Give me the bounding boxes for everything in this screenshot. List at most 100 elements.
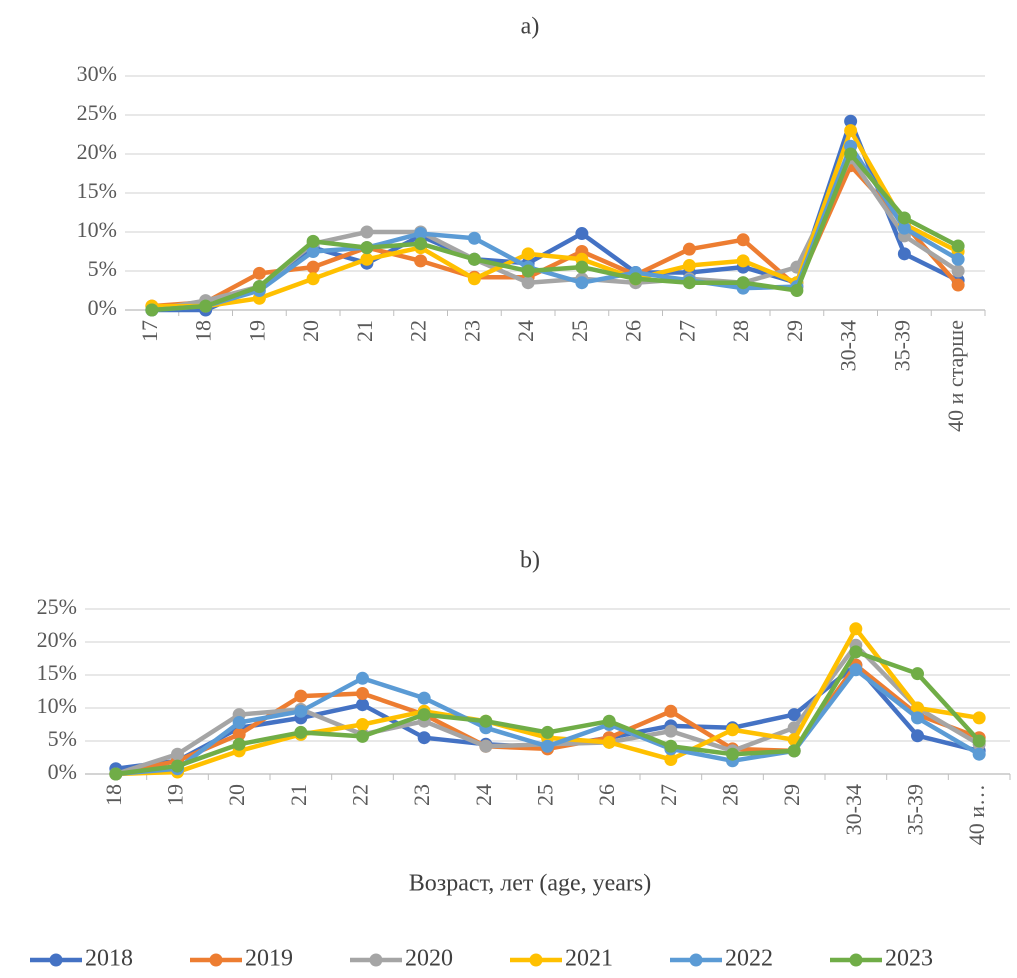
x-tick-label: 21 (352, 320, 377, 342)
point (356, 671, 369, 685)
y-tick-label: 20% (37, 627, 77, 652)
point (521, 276, 535, 290)
point (479, 714, 493, 728)
point (849, 663, 863, 677)
point (972, 734, 986, 748)
point (467, 272, 481, 286)
x-tick-label: 25 (567, 320, 592, 342)
legend-marker (49, 953, 63, 967)
point (467, 231, 481, 245)
point (467, 252, 481, 266)
point (602, 735, 616, 749)
x-tick-label: 27 (656, 784, 681, 806)
point (360, 241, 374, 255)
y-tick-label: 10% (77, 217, 117, 242)
point (356, 698, 369, 712)
point (951, 278, 965, 292)
point (171, 759, 184, 773)
x-axis-label: Возраст, лет (age, years) (409, 871, 652, 897)
series-line (151, 128, 960, 309)
point (736, 254, 750, 268)
point (232, 716, 246, 730)
series-line (151, 151, 960, 313)
legend-label: 2022 (725, 946, 773, 972)
point (199, 299, 213, 313)
point (911, 701, 924, 715)
point (664, 704, 678, 718)
point (664, 739, 678, 753)
point (417, 708, 431, 722)
point (417, 731, 431, 745)
x-tick-label: 40 и старше (943, 320, 968, 432)
legend-marker (529, 953, 543, 967)
point (897, 247, 911, 261)
point (360, 252, 374, 266)
x-tick-label: 19 (163, 784, 188, 806)
legend-marker (369, 953, 383, 967)
point (664, 752, 678, 766)
point (897, 221, 911, 235)
point (726, 747, 739, 761)
x-tick-label: 35-39 (903, 784, 928, 835)
y-tick-label: 15% (77, 178, 117, 203)
point (849, 622, 863, 636)
point (414, 227, 428, 241)
point (726, 723, 739, 737)
x-tick-label: 22 (406, 320, 431, 342)
x-tick-label: 29 (779, 784, 804, 806)
point (414, 254, 428, 268)
x-tick-label: 26 (621, 320, 646, 342)
point (356, 718, 369, 731)
point (844, 124, 858, 138)
point (294, 689, 308, 703)
point (541, 739, 554, 753)
x-tick-label: 22 (348, 784, 373, 806)
point (360, 225, 374, 239)
point (171, 747, 184, 761)
x-tick-label: 21 (286, 784, 311, 806)
point (951, 264, 965, 278)
point (145, 303, 159, 317)
point (306, 272, 320, 286)
legend-marker (849, 953, 863, 967)
point (911, 711, 924, 725)
point (294, 704, 308, 718)
legend-label: 2019 (245, 946, 293, 972)
point (356, 729, 369, 743)
point (790, 284, 804, 297)
point (306, 260, 320, 274)
point (575, 260, 589, 274)
point (951, 252, 965, 266)
x-tick-label: 18 (191, 320, 216, 342)
point (664, 724, 678, 738)
point (787, 744, 801, 758)
y-tick-label: 25% (37, 594, 77, 619)
point (541, 725, 554, 739)
point (736, 233, 750, 247)
point (951, 239, 965, 253)
y-tick-label: 10% (37, 693, 77, 718)
legend-label: 2020 (405, 946, 453, 972)
x-tick-label: 28 (718, 784, 743, 806)
x-tick-label: 40 и… (964, 784, 989, 845)
chart-title: b) (520, 548, 540, 574)
point (417, 691, 431, 705)
point (252, 266, 266, 280)
point (575, 276, 589, 290)
y-tick-label: 20% (77, 139, 117, 164)
y-tick-label: 30% (77, 61, 117, 86)
x-tick-label: 23 (459, 320, 484, 342)
x-tick-label: 35-39 (889, 320, 914, 371)
x-tick-label: 27 (674, 320, 699, 342)
x-tick-label: 28 (728, 320, 753, 342)
legend-label: 2021 (565, 946, 613, 972)
point (897, 211, 911, 225)
x-tick-label: 20 (224, 784, 249, 806)
x-tick-label: 24 (513, 320, 538, 342)
x-tick-label: 24 (471, 784, 496, 806)
x-tick-label: 20 (298, 320, 323, 342)
point (575, 227, 589, 241)
legend-label: 2023 (885, 946, 933, 972)
y-tick-label: 0% (48, 759, 77, 784)
